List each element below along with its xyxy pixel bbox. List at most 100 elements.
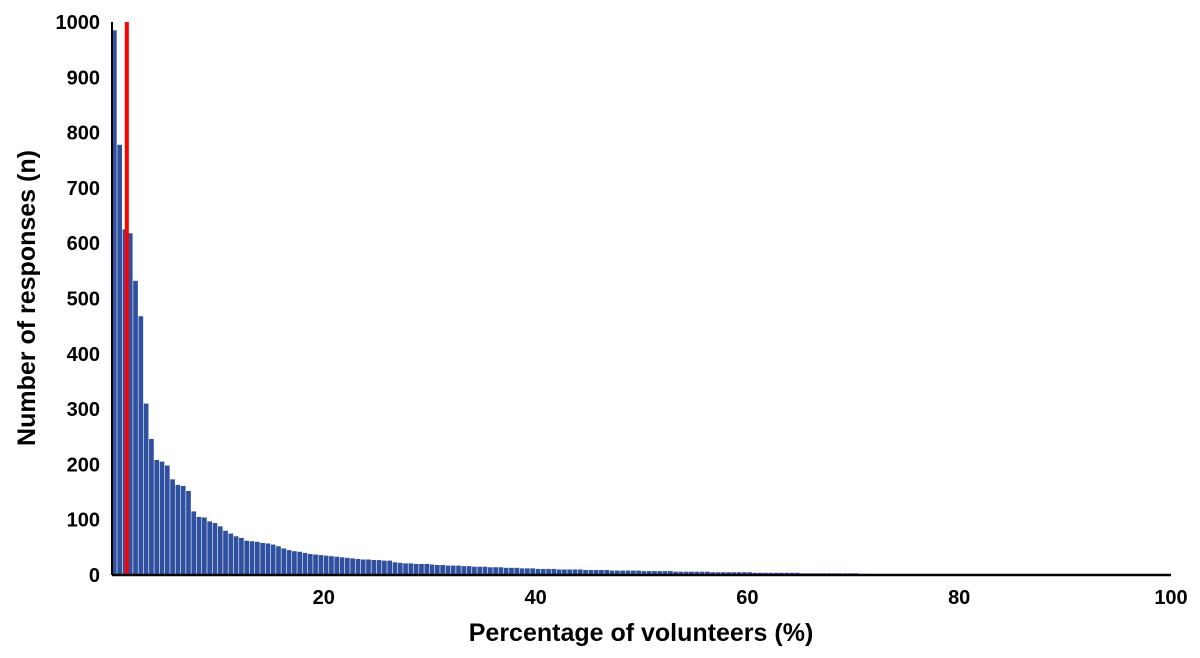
histogram-bar: [509, 567, 514, 575]
histogram-bar: [456, 565, 461, 575]
histogram-bar: [392, 562, 398, 575]
histogram-bar: [493, 567, 498, 575]
y-tick-label: 700: [67, 178, 100, 200]
histogram-bar: [334, 556, 340, 575]
y-tick-label: 1000: [56, 12, 101, 34]
histogram-bar: [678, 571, 684, 575]
y-tick-labels: 0 100 200 300 400 500 600 700 800 900 1000: [56, 12, 101, 587]
histogram-bar: [577, 569, 583, 575]
x-tick-label: 80: [948, 587, 970, 609]
histogram-bar: [620, 570, 626, 575]
histogram-bar: [244, 540, 250, 575]
histogram-bar: [239, 537, 244, 575]
histogram-bar: [615, 570, 620, 575]
histogram-bar: [540, 568, 546, 575]
histogram-bar: [609, 570, 615, 575]
histogram-bar: [683, 571, 689, 575]
histogram-bar: [445, 565, 451, 575]
histogram-bar: [223, 530, 228, 575]
histogram-bar: [466, 566, 472, 575]
x-tick-label: 60: [736, 587, 758, 609]
x-axis-title: Percentage of volunteers (%): [469, 619, 814, 647]
y-tick-label: 400: [67, 344, 100, 366]
histogram-bar: [297, 551, 303, 575]
histogram-bar: [588, 570, 594, 575]
histogram-bar: [551, 568, 557, 575]
histogram-bar: [186, 490, 191, 575]
histogram-bar: [487, 567, 493, 575]
histogram-bar: [572, 569, 578, 575]
histogram-bar: [530, 568, 535, 575]
histogram-bar: [154, 459, 160, 575]
histogram-bar: [673, 571, 678, 575]
histogram-bar: [143, 403, 149, 575]
histogram-bar: [318, 555, 324, 575]
histogram-bar: [133, 280, 138, 575]
y-tick-label: 300: [67, 399, 100, 421]
histogram-bar: [720, 572, 726, 575]
histogram-bar: [556, 569, 562, 575]
histogram-bar: [228, 533, 234, 575]
histogram-bar: [715, 572, 721, 575]
histogram-bar: [424, 563, 430, 575]
histogram-bar: [217, 526, 223, 575]
histogram-bar: [302, 552, 308, 575]
histogram-bar: [625, 570, 631, 575]
histogram-bar: [207, 521, 213, 575]
y-tick-label: 900: [67, 67, 100, 89]
histogram-bar: [233, 536, 239, 575]
histogram-bar: [440, 565, 445, 575]
histogram-bar: [112, 30, 117, 576]
y-tick-label: 200: [67, 454, 100, 476]
histogram-bar: [657, 571, 663, 575]
histogram-bar: [498, 567, 504, 575]
histogram-bar: [292, 551, 297, 575]
y-tick-label: 800: [67, 123, 100, 145]
histogram-bar: [170, 479, 175, 575]
histogram-bar: [731, 572, 737, 575]
histogram-bar: [599, 570, 604, 575]
y-tick-label: 100: [67, 510, 100, 532]
histogram-bar: [461, 566, 467, 575]
histogram-bar: [546, 568, 551, 575]
histogram-bar: [397, 562, 403, 575]
histogram-bar: [593, 570, 599, 575]
bars-group: [112, 30, 869, 576]
histogram-bar: [180, 485, 186, 575]
y-tick-label: 600: [67, 233, 100, 255]
y-tick-label: 0: [89, 565, 100, 587]
histogram-bar: [350, 558, 355, 575]
histogram-bar: [747, 572, 753, 575]
histogram-bar: [710, 572, 716, 575]
x-tick-label: 40: [524, 587, 546, 609]
x-tick-labels: 20 40 60 80 100: [313, 587, 1188, 609]
histogram-bar: [366, 559, 371, 575]
histogram-bar: [450, 565, 456, 575]
histogram-bar: [339, 557, 345, 575]
histogram-bar: [705, 571, 710, 575]
histogram-bar: [652, 571, 657, 575]
histogram-bar: [403, 563, 408, 575]
histogram-bar: [514, 567, 520, 575]
histogram-bar: [662, 571, 668, 575]
histogram-bar: [376, 560, 382, 575]
y-axis-title: Number of responses (n): [13, 150, 41, 446]
histogram-bar: [159, 461, 165, 575]
histogram-bar: [519, 568, 525, 575]
histogram-bar: [382, 560, 387, 575]
histogram-bar: [249, 541, 255, 575]
histogram-bar: [329, 556, 334, 575]
histogram-bar: [419, 563, 424, 575]
histogram-bar: [472, 566, 477, 575]
histogram-bar: [175, 484, 181, 575]
histogram-bar: [117, 144, 122, 576]
histogram-bar: [630, 570, 636, 575]
histogram-bar: [742, 572, 747, 575]
histogram-bar: [344, 557, 350, 575]
histogram-bar: [408, 563, 414, 575]
histogram-bar: [562, 569, 567, 575]
histogram-bar: [604, 570, 610, 575]
histogram-bar: [689, 571, 694, 575]
histogram-bar: [286, 550, 292, 575]
histogram-bar: [276, 546, 281, 575]
